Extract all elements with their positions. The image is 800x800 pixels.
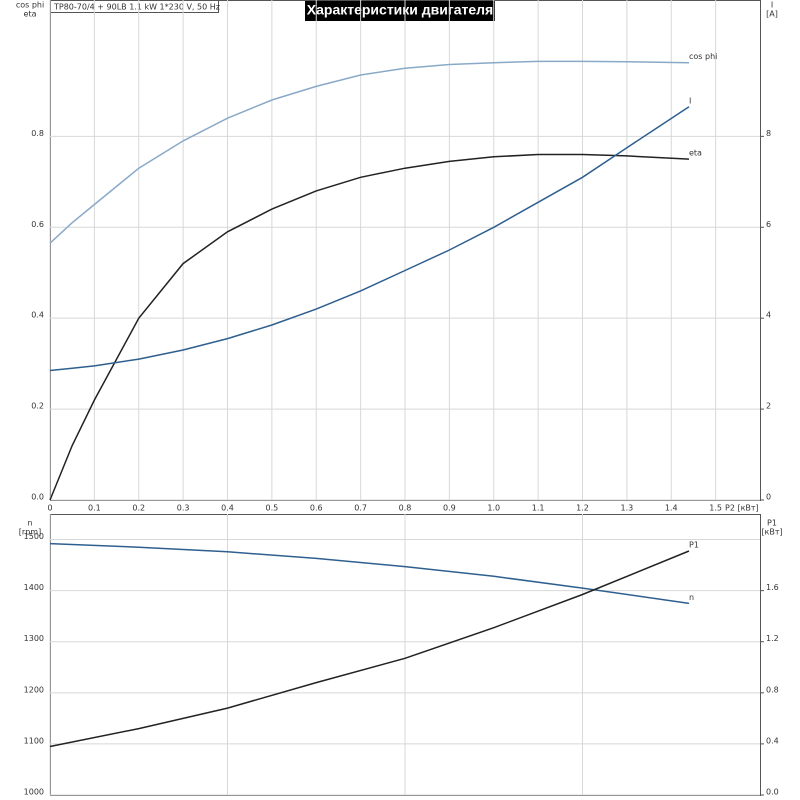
x-tick-label: 1.0 [487,504,500,513]
y-axis-label: n [27,519,32,528]
y-tick-label: 1000 [24,788,44,797]
y-tick-label: 0.6 [31,220,44,229]
y-tick-label: 1400 [24,583,44,592]
x-tick-label: 1.2 [576,504,589,513]
y2-tick-label: 0.8 [766,685,779,694]
chart-title: Характеристики двигателя [307,2,493,18]
y2-tick-label: 4 [766,311,771,320]
series-label: eta [689,149,702,158]
y-tick-label: 0.2 [31,402,44,411]
y2-tick-label: 8 [766,129,771,138]
x-tick-label: 0.2 [132,504,145,513]
series-line [49,60,690,244]
y2-tick-label: 0.0 [766,788,779,797]
y-tick-label: 1200 [24,685,44,694]
title-box [305,1,495,21]
x-tick-label: 1.3 [621,504,634,513]
y2-axis-label: [кВт] [761,528,782,537]
x-tick-label: 0.6 [310,504,323,513]
series-label: n [689,593,694,602]
y2-tick-label: 6 [766,220,771,229]
y-axis-label: [rpm] [19,528,41,537]
y-tick-label: 1100 [24,736,44,745]
y2-tick-label: 1.2 [766,634,779,643]
x-tick-label: 0.4 [221,504,234,513]
y2-axis-label: I [771,1,773,10]
y2-tick-label: 0 [766,493,771,502]
series-line [49,153,690,501]
y-axis-label: cos phi [16,1,44,10]
y2-tick-label: 1.6 [766,583,779,592]
series-label: cos phi [689,52,717,61]
series-line [49,550,690,748]
x-tick-label: 0 [47,504,52,513]
y-axis-label: eta [24,10,37,19]
series-label: I [689,96,691,105]
x-tick-label: 1.4 [665,504,678,513]
series-line [49,542,690,605]
x-tick-label: 0.1 [88,504,101,513]
y2-axis-label: P1 [767,519,777,528]
x-tick-label: 1.1 [532,504,545,513]
x-tick-label: 1.5 [709,504,722,513]
x-tick-label: 0.9 [443,504,456,513]
y2-tick-label: 2 [766,402,771,411]
series-line [49,106,690,372]
x-tick-label: 0.3 [177,504,190,513]
y-tick-label: 0.8 [31,129,44,138]
y2-tick-label: 0.4 [766,736,779,745]
x-tick-label: 0.5 [266,504,279,513]
chart-subtitle: TP80-70/4 + 90LB 1.1 kW 1*230 V, 50 Hz [53,3,220,12]
y-tick-label: 0.0 [31,493,44,502]
series-label: P1 [689,541,699,550]
x-tick-label: 0.7 [354,504,367,513]
x-axis-label: P2 [кВт] [725,504,759,513]
y-tick-label: 0.4 [31,311,44,320]
x-tick-label: 0.8 [399,504,412,513]
y-tick-label: 1300 [24,634,44,643]
y-tick-label: 1500 [24,532,44,541]
y2-axis-label: [A] [766,10,778,19]
